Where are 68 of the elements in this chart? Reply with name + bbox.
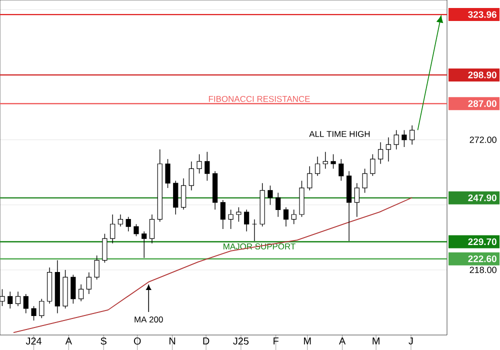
- candlestick: [196, 154, 202, 174]
- x-tick-label: J: [408, 338, 413, 344]
- candlestick: [165, 158, 170, 188]
- candlestick: [402, 130, 407, 148]
- candlestick: [102, 233, 108, 264]
- text: MA 200: [134, 316, 163, 322]
- y-tick-label: 218.00: [470, 266, 496, 274]
- candlestick: [314, 156, 320, 176]
- x-tick-label: D: [203, 338, 210, 344]
- candlestick: [188, 161, 194, 191]
- candlestick: [410, 124, 415, 145]
- candlestick: [291, 209, 296, 224]
- candlestick: [118, 214, 124, 227]
- candlestick: [110, 214, 116, 244]
- y-tick-label: 287.00: [468, 100, 496, 107]
- candlestick: [370, 154, 376, 176]
- x-tick-label: A: [65, 338, 72, 344]
- candlestick: [244, 209, 250, 232]
- x-tick-label: S: [100, 338, 106, 345]
- ref-line-label: FIBONACCI RESISTANCE: [208, 96, 310, 102]
- candlestick: [126, 216, 131, 232]
- y-tick-label: 298.90: [468, 72, 496, 78]
- candlestick: [276, 192, 281, 218]
- candlestick: [354, 182, 360, 218]
- candlestick: [149, 214, 155, 244]
- x-tick-label: M: [304, 338, 311, 344]
- candlestick: [322, 151, 328, 170]
- candlestick: [220, 200, 226, 230]
- candlestick: [204, 151, 210, 182]
- ref-line-label: MAJOR SUPPORT: [224, 243, 296, 250]
- candlestick: [268, 185, 273, 206]
- candlestick: [394, 130, 399, 150]
- candlestick: [78, 284, 84, 302]
- candlestick: [86, 272, 92, 294]
- candlestick: [283, 206, 289, 227]
- candlestick: [386, 137, 392, 162]
- x-tick-label: F: [274, 338, 279, 344]
- y-tick-label: 247.90: [468, 194, 496, 202]
- candlestick: [338, 158, 344, 182]
- candlestick: [307, 166, 312, 191]
- y-tick-label: 272.00: [470, 136, 496, 143]
- candlestick: [236, 206, 242, 222]
- candlestick: [39, 298, 44, 318]
- candlestick: [15, 291, 21, 306]
- candlestick: [180, 178, 186, 210]
- candlestick: [378, 142, 384, 164]
- candlestick: [8, 291, 13, 309]
- y-tick-label: 222.60: [468, 255, 496, 262]
- x-tick-label: N: [169, 338, 176, 344]
- y-tick-label: 229.70: [468, 238, 496, 246]
- candlestick: [330, 154, 336, 170]
- x-tick-label: A: [338, 338, 346, 344]
- x-tick-label: J24: [26, 338, 42, 345]
- x-tick-label: M: [372, 338, 380, 344]
- candlestick: [31, 306, 36, 321]
- candlestick: [23, 294, 28, 314]
- candlestick: [94, 255, 100, 280]
- candlestick: [70, 274, 76, 304]
- candlestick: [362, 168, 368, 194]
- candlestick: [228, 209, 234, 230]
- candlestick: [252, 218, 258, 242]
- candlestick: [134, 224, 139, 237]
- x-tick-label: O: [134, 338, 141, 345]
- y-tick-label: 323.96: [468, 11, 496, 18]
- line-series: [13, 197, 413, 334]
- annotation: ALL TIME HIGH: [309, 131, 370, 137]
- candlestick: [142, 231, 147, 258]
- x-tick-label: J25: [233, 338, 249, 345]
